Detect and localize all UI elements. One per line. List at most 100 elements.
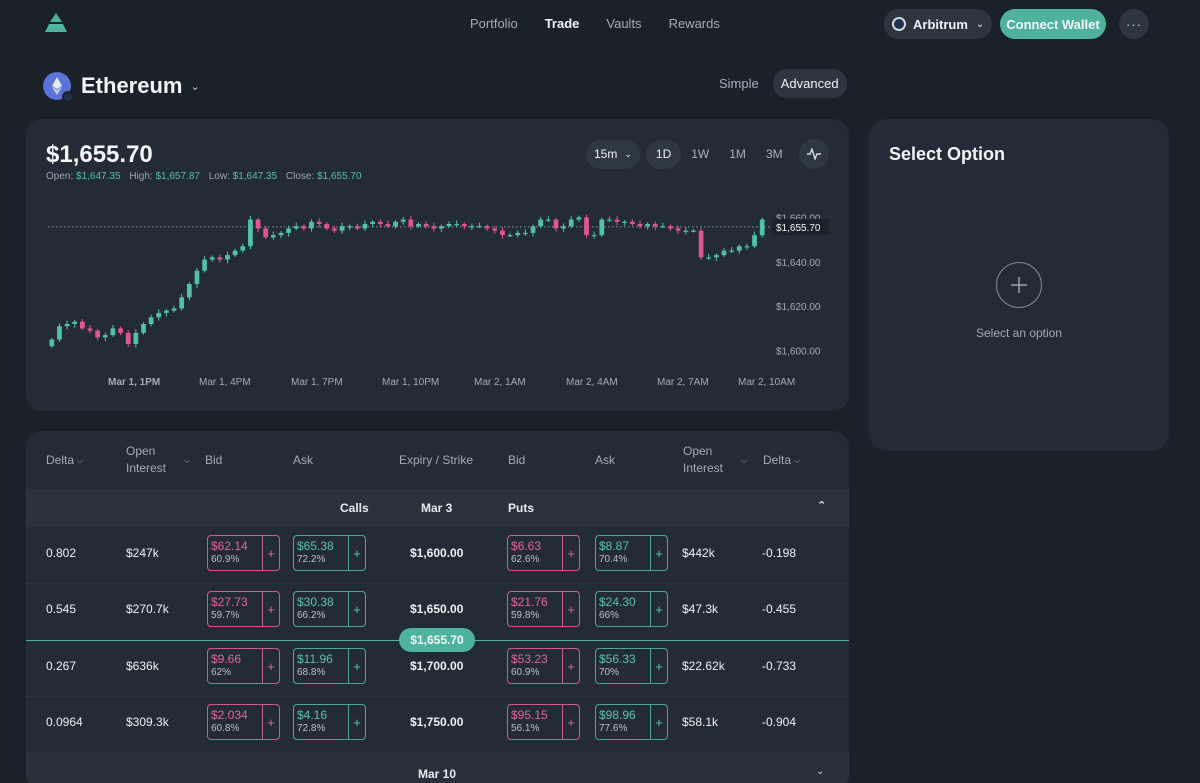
timeframe-1d[interactable]: 1D xyxy=(645,139,682,169)
table-row: 0.0964 $309.3k $2.034 60.8% + $4.16 72.8% + $1,7… xyxy=(26,696,849,752)
call-open-interest: $309.3k xyxy=(126,715,169,729)
chevron-down-icon[interactable]: ⌄ xyxy=(816,766,825,777)
candle-body xyxy=(293,226,299,229)
quote-value[interactable]: $21.76 59.8% xyxy=(507,591,563,627)
add-to-order-plus-icon[interactable]: + xyxy=(563,591,580,627)
put-ask-quote[interactable]: $24.30 66% + xyxy=(595,591,668,627)
call-ask-quote[interactable]: $11.96 68.8% + xyxy=(293,648,366,684)
timeframe-1m[interactable]: 1M xyxy=(729,147,746,161)
quote-value[interactable]: $9.66 62% xyxy=(207,648,263,684)
quote-iv: 72.2% xyxy=(297,554,326,565)
quote-value[interactable]: $62.14 60.9% xyxy=(207,535,263,571)
add-to-order-plus-icon[interactable]: + xyxy=(349,704,366,740)
current-price-tag xyxy=(772,218,829,235)
mode-simple-button[interactable]: Simple xyxy=(719,76,759,91)
quote-value[interactable]: $4.16 72.8% xyxy=(293,704,349,740)
expiry-band-mar-10[interactable]: Mar 10 ⌄ xyxy=(26,754,849,783)
app-logo-icon[interactable] xyxy=(44,12,68,36)
candle-body xyxy=(736,246,742,251)
quote-price: $24.30 xyxy=(599,595,636,609)
quote-price: $30.38 xyxy=(297,595,334,609)
interval-dropdown[interactable]: 15m ⌄ xyxy=(586,139,640,169)
nav-item-portfolio[interactable]: Portfolio xyxy=(470,16,518,31)
add-to-order-plus-icon[interactable]: + xyxy=(349,535,366,571)
candle-body xyxy=(729,250,734,252)
timeframe-3m[interactable]: 3M xyxy=(765,147,783,161)
add-to-order-plus-icon[interactable]: + xyxy=(563,535,580,571)
quote-value[interactable]: $53.23 60.9% xyxy=(507,648,563,684)
put-bid-quote[interactable]: $53.23 60.9% + xyxy=(507,648,580,684)
put-bid-quote[interactable]: $6.63 62.6% + xyxy=(507,535,580,571)
connect-wallet-button[interactable]: Connect Wallet xyxy=(1000,9,1106,39)
quote-value[interactable]: $65.38 72.2% xyxy=(293,535,349,571)
add-to-order-plus-icon[interactable]: + xyxy=(263,535,280,571)
candle-body xyxy=(591,235,597,237)
quote-iv: 60.9% xyxy=(211,554,240,565)
quote-value[interactable]: $6.63 62.6% xyxy=(507,535,563,571)
add-to-order-plus-icon[interactable]: + xyxy=(651,535,668,571)
add-to-order-plus-icon[interactable]: + xyxy=(263,704,280,740)
chevron-down-icon: ⌄ xyxy=(624,148,632,159)
candlestick-chart[interactable]: $1,660.00 $1,640.00 $1,620.00 $1,600.00 $1,6… xyxy=(26,199,849,404)
quote-value[interactable]: $95.15 56.1% xyxy=(507,704,563,740)
network-selector-button[interactable]: Arbitrum ⌄ xyxy=(884,9,992,39)
add-to-order-plus-icon[interactable]: + xyxy=(563,648,580,684)
add-to-order-plus-icon[interactable]: + xyxy=(349,648,366,684)
add-to-order-plus-icon[interactable]: + xyxy=(651,704,668,740)
quote-value[interactable]: $24.30 66% xyxy=(595,591,651,627)
strike-price: $1,700.00 xyxy=(410,659,464,673)
quote-value[interactable]: $8.87 70.4% xyxy=(595,535,651,571)
quote-value[interactable]: $11.96 68.8% xyxy=(293,648,349,684)
quote-value[interactable]: $30.38 66.2% xyxy=(293,591,349,627)
nav-item-vaults[interactable]: Vaults xyxy=(606,16,642,31)
expiry-band-mar-3[interactable]: Calls Mar 3 Puts ⌃ xyxy=(26,489,849,527)
quote-value[interactable]: $27.73 59.7% xyxy=(207,591,263,627)
calls-label: Calls xyxy=(340,501,369,515)
quote-value[interactable]: $56.33 70% xyxy=(595,648,651,684)
add-to-order-plus-icon[interactable]: + xyxy=(263,648,280,684)
chart-type-button[interactable] xyxy=(798,139,829,169)
add-to-order-plus-icon[interactable]: + xyxy=(651,648,668,684)
timeframe-1w[interactable]: 1W xyxy=(691,147,710,161)
header-open-interest-calls[interactable]: Open Interest ⌵ xyxy=(126,431,196,489)
candle-body xyxy=(454,224,460,226)
call-bid-quote[interactable]: $27.73 59.7% + xyxy=(207,591,280,627)
header-open-interest-puts[interactable]: Open Interest ⌵ xyxy=(683,431,753,489)
options-chain-table: Delta ⌵ Open Interest ⌵ Bid Ask Expiry / S… xyxy=(26,431,849,783)
add-to-order-plus-icon[interactable]: + xyxy=(563,704,580,740)
call-bid-quote[interactable]: $9.66 62% + xyxy=(207,648,280,684)
call-ask-quote[interactable]: $65.38 72.2% + xyxy=(293,535,366,571)
candle-body xyxy=(217,257,223,260)
candle-body xyxy=(202,259,207,271)
plus-icon xyxy=(1011,277,1027,293)
candle-body xyxy=(706,257,712,259)
candle-body xyxy=(278,232,284,236)
header-delta-calls[interactable]: Delta ⌵ xyxy=(46,431,83,489)
add-option-button[interactable] xyxy=(996,262,1042,308)
put-bid-quote[interactable]: $21.76 59.8% + xyxy=(507,591,580,627)
add-to-order-plus-icon[interactable]: + xyxy=(349,591,366,627)
put-ask-quote[interactable]: $56.33 70% + xyxy=(595,648,668,684)
nav-item-trade[interactable]: Trade xyxy=(544,16,580,31)
add-to-order-plus-icon[interactable]: + xyxy=(651,591,668,627)
candle-body xyxy=(431,226,437,229)
call-ask-quote[interactable]: $4.16 72.8% + xyxy=(293,704,366,740)
candle-body xyxy=(80,321,85,329)
asset-selector[interactable]: Ethereum ⌄ xyxy=(43,72,200,103)
put-ask-quote[interactable]: $98.96 77.6% + xyxy=(595,704,668,740)
call-bid-quote[interactable]: $2.034 60.8% + xyxy=(207,704,280,740)
put-ask-quote[interactable]: $8.87 70.4% + xyxy=(595,535,668,571)
add-to-order-plus-icon[interactable]: + xyxy=(263,591,280,627)
nav-item-rewards[interactable]: Rewards xyxy=(668,16,720,31)
quote-value[interactable]: $2.034 60.8% xyxy=(207,704,263,740)
call-bid-quote[interactable]: $62.14 60.9% + xyxy=(207,535,280,571)
chevron-down-icon: ⌵ xyxy=(741,455,748,465)
chevron-up-icon[interactable]: ⌃ xyxy=(817,500,827,512)
put-bid-quote[interactable]: $95.15 56.1% + xyxy=(507,704,580,740)
mode-advanced-button[interactable]: Advanced xyxy=(772,69,847,98)
more-options-button[interactable]: ··· xyxy=(1119,9,1149,39)
header-delta-puts[interactable]: Delta ⌵ xyxy=(763,431,800,489)
candle-body xyxy=(545,219,551,221)
quote-value[interactable]: $98.96 77.6% xyxy=(595,704,651,740)
call-ask-quote[interactable]: $30.38 66.2% + xyxy=(293,591,366,627)
